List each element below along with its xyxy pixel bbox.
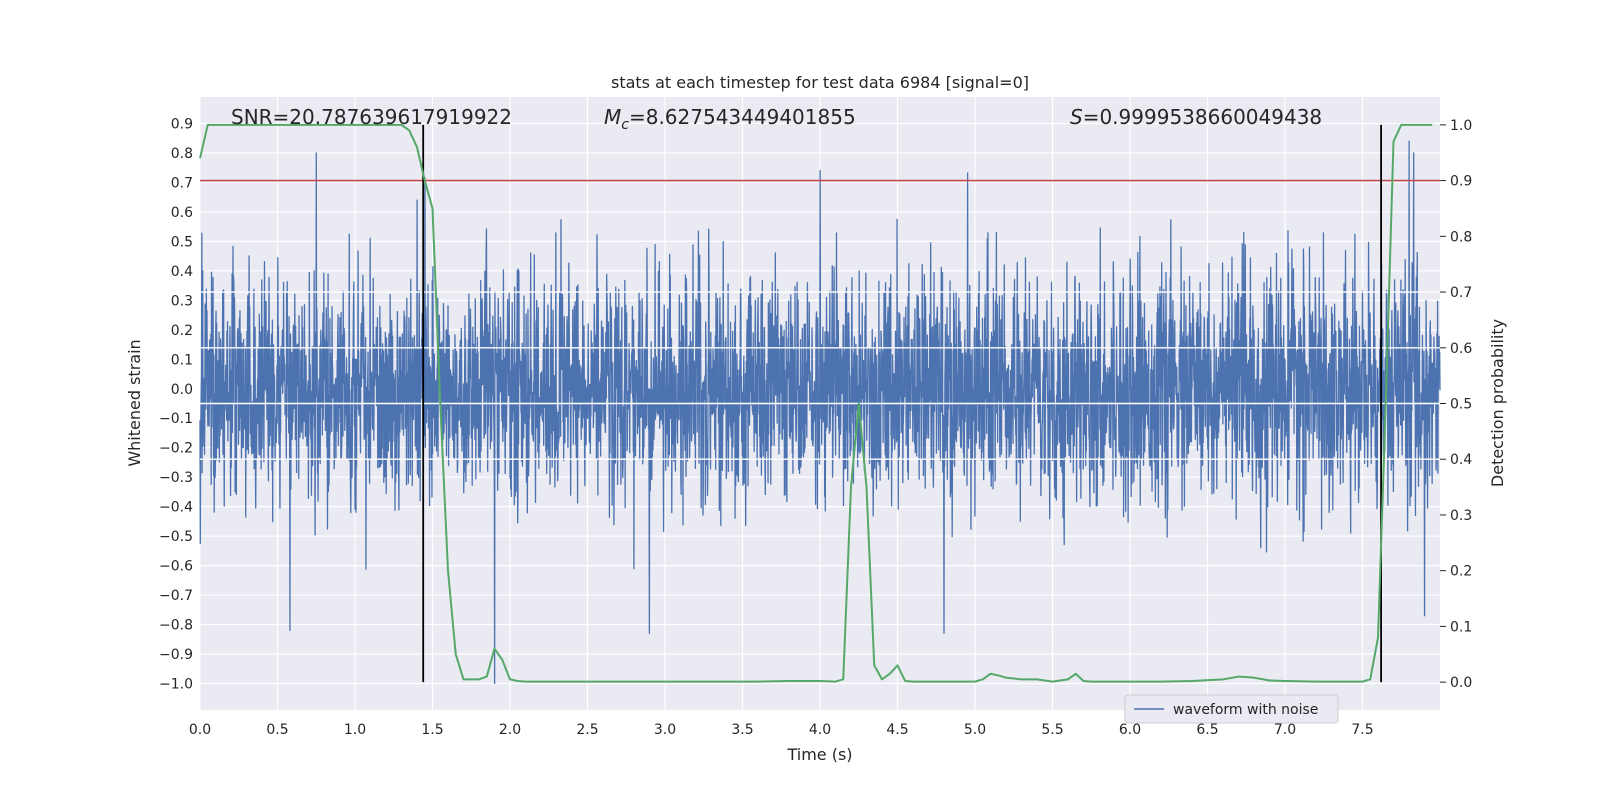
y2-tick-label: 0.8	[1450, 229, 1472, 245]
y-tick-label: 0.9	[171, 117, 193, 133]
x-tick-label: 4.0	[809, 722, 831, 738]
y-tick-label: 0.0	[171, 382, 193, 398]
x-tick-label: 7.5	[1351, 722, 1373, 738]
snr-annotation: SNR=20.787639617919922	[231, 105, 512, 129]
y2-tick-label: 0.1	[1450, 619, 1472, 635]
waveform-with-noise-line	[199, 140, 1441, 685]
y-axis-label: Whitened strain	[125, 339, 144, 466]
y-tick-label: 0.6	[171, 205, 193, 221]
y2-tick-label: 0.6	[1450, 341, 1472, 357]
legend-box	[1124, 694, 1339, 724]
y-tick-label: −0.3	[159, 470, 193, 486]
y2-tick-label: 0.5	[1450, 397, 1472, 413]
x-tick-label: 2.5	[576, 722, 598, 738]
legend: waveform with noise	[1124, 694, 1339, 724]
x-axis-label: Time (s)	[786, 745, 852, 764]
x-tick-label: 6.5	[1196, 722, 1218, 738]
y-tick-label: −0.6	[159, 559, 193, 575]
y-tick-label: 0.8	[171, 146, 193, 162]
x-tick-label: 3.0	[654, 722, 676, 738]
y-tick-label: 0.4	[171, 264, 193, 280]
x-tick-label: 5.5	[1041, 722, 1063, 738]
y-tick-label: 0.2	[171, 323, 193, 339]
y-tick-label: −1.0	[159, 676, 193, 692]
y-axis-ticks: −1.0 −0.9 −0.8 −0.7 −0.6 −0.5 −0.4 −0.3 −0.2 −0.1…	[159, 117, 193, 693]
legend-entry-waveform: waveform with noise	[1173, 702, 1318, 718]
chirp-mass-subscript: c	[621, 117, 629, 133]
vertical-markers	[422, 124, 1382, 683]
y2-tick-label: 0.3	[1450, 508, 1472, 524]
y2-tick-label: 0.9	[1450, 174, 1472, 190]
y2-tick-label: 1.0	[1450, 118, 1472, 134]
y-tick-label: 0.5	[171, 234, 193, 250]
y-tick-label: −0.1	[159, 411, 193, 427]
horizontal-gridlines-overlay	[200, 291, 1440, 460]
chirp-mass-symbol: M	[604, 105, 621, 129]
statistic-symbol: S	[1070, 105, 1083, 129]
x-tick-label: 5.0	[964, 722, 986, 738]
detection-probability-line	[199, 123, 1433, 683]
y-tick-label: 0.3	[171, 293, 193, 309]
y2-axis-ticks: 0.0 0.1 0.2 0.3 0.4 0.5 0.6 0.7 0.8 0.9 1.0	[1440, 118, 1472, 691]
y2-tick-label: 0.0	[1450, 675, 1472, 691]
x-tick-label: 0.5	[266, 722, 288, 738]
x-axis-ticks: 0.0 0.5 1.0 1.5 2.0 2.5 3.0 3.5 4.0 4.5 5.0 5.5 6.0 6…	[189, 722, 1374, 738]
y2-tick-label: 0.2	[1450, 564, 1472, 580]
y-tick-label: −0.2	[159, 441, 193, 457]
y2-tick-label: 0.7	[1450, 285, 1472, 301]
x-tick-label: 0.0	[189, 722, 211, 738]
x-tick-label: 7.0	[1274, 722, 1296, 738]
y-tick-label: 0.1	[171, 352, 193, 368]
x-tick-label: 4.5	[886, 722, 908, 738]
x-tick-label: 3.5	[731, 722, 753, 738]
y-tick-label: −0.7	[159, 588, 193, 604]
x-tick-label: 2.0	[499, 722, 521, 738]
y-tick-label: −0.5	[159, 529, 193, 545]
chirp-mass-value: =8.627543449401855	[629, 105, 856, 129]
y-tick-label: −0.8	[159, 618, 193, 634]
x-tick-label: 1.5	[421, 722, 443, 738]
chart-title: stats at each timestep for test data 698…	[611, 73, 1029, 92]
waveform-with-noise-series	[199, 140, 1441, 685]
y-tick-label: −0.9	[159, 647, 193, 663]
y2-axis-label: Detection probability	[1488, 319, 1507, 487]
y2-tick-label: 0.4	[1450, 452, 1472, 468]
x-tick-label: 6.0	[1119, 722, 1141, 738]
statistic-annotation: S=0.9999538660049438	[1070, 105, 1322, 129]
chirp-mass-annotation: Mc=8.627543449401855	[604, 105, 856, 133]
detection-probability-series	[199, 123, 1433, 683]
statistic-value: =0.9999538660049438	[1083, 105, 1322, 129]
x-tick-label: 1.0	[344, 722, 366, 738]
y-tick-label: 0.7	[171, 175, 193, 191]
y-tick-label: −0.4	[159, 500, 193, 516]
